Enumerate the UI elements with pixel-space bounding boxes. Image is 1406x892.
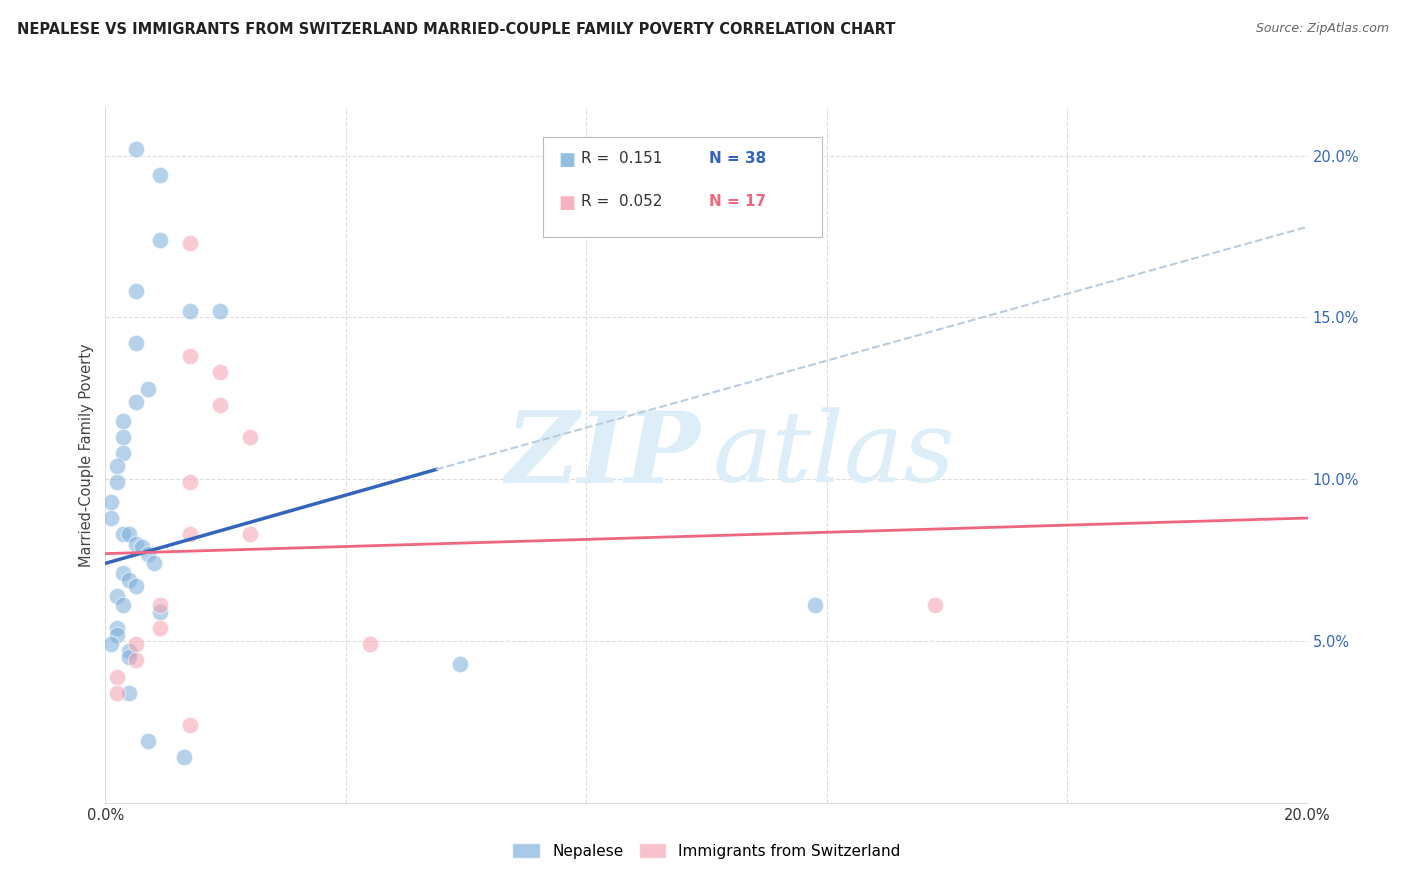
- Point: [179, 527, 201, 541]
- Point: [148, 605, 170, 619]
- Point: [131, 540, 153, 554]
- Point: [449, 657, 471, 671]
- Point: [208, 365, 231, 379]
- Y-axis label: Married-Couple Family Poverty: Married-Couple Family Poverty: [79, 343, 94, 566]
- Point: [118, 643, 141, 657]
- Point: [803, 599, 825, 613]
- Point: [107, 589, 129, 603]
- Point: [142, 557, 165, 571]
- Text: ■: ■: [558, 151, 575, 169]
- Point: [124, 537, 146, 551]
- Point: [112, 430, 135, 444]
- Point: [136, 734, 159, 748]
- Point: [112, 599, 135, 613]
- Point: [118, 573, 141, 587]
- Point: [107, 459, 129, 474]
- Point: [124, 142, 146, 156]
- Text: R =  0.151: R = 0.151: [581, 151, 662, 166]
- Point: [124, 336, 146, 351]
- Point: [100, 495, 122, 509]
- Text: N = 17: N = 17: [709, 194, 766, 210]
- Point: [124, 285, 146, 299]
- Point: [239, 430, 262, 444]
- Point: [107, 670, 129, 684]
- Point: [148, 621, 170, 635]
- Point: [148, 599, 170, 613]
- Point: [118, 650, 141, 665]
- Legend: Nepalese, Immigrants from Switzerland: Nepalese, Immigrants from Switzerland: [506, 837, 907, 864]
- Point: [124, 579, 146, 593]
- Point: [112, 566, 135, 580]
- Point: [100, 511, 122, 525]
- Point: [124, 394, 146, 409]
- Text: ZIP: ZIP: [506, 407, 700, 503]
- Point: [112, 414, 135, 428]
- Point: [179, 475, 201, 490]
- Point: [124, 637, 146, 651]
- Point: [239, 527, 262, 541]
- Point: [136, 382, 159, 396]
- Point: [118, 527, 141, 541]
- Point: [112, 527, 135, 541]
- Point: [107, 475, 129, 490]
- Point: [173, 750, 195, 764]
- Text: R =  0.052: R = 0.052: [581, 194, 662, 210]
- Point: [179, 304, 201, 318]
- Point: [208, 304, 231, 318]
- Point: [359, 637, 381, 651]
- Point: [148, 168, 170, 182]
- Point: [124, 653, 146, 667]
- Point: [107, 686, 129, 700]
- Text: NEPALESE VS IMMIGRANTS FROM SWITZERLAND MARRIED-COUPLE FAMILY POVERTY CORRELATIO: NEPALESE VS IMMIGRANTS FROM SWITZERLAND …: [17, 22, 896, 37]
- Point: [107, 627, 129, 641]
- Point: [136, 547, 159, 561]
- Point: [179, 235, 201, 250]
- Point: [118, 686, 141, 700]
- Point: [112, 446, 135, 460]
- Point: [100, 637, 122, 651]
- Text: Source: ZipAtlas.com: Source: ZipAtlas.com: [1256, 22, 1389, 36]
- Text: ■: ■: [558, 194, 575, 212]
- Point: [924, 599, 946, 613]
- Text: N = 38: N = 38: [709, 151, 766, 166]
- Point: [179, 718, 201, 732]
- Text: atlas: atlas: [713, 408, 955, 502]
- Point: [208, 398, 231, 412]
- Point: [148, 233, 170, 247]
- Point: [107, 621, 129, 635]
- Point: [179, 349, 201, 363]
